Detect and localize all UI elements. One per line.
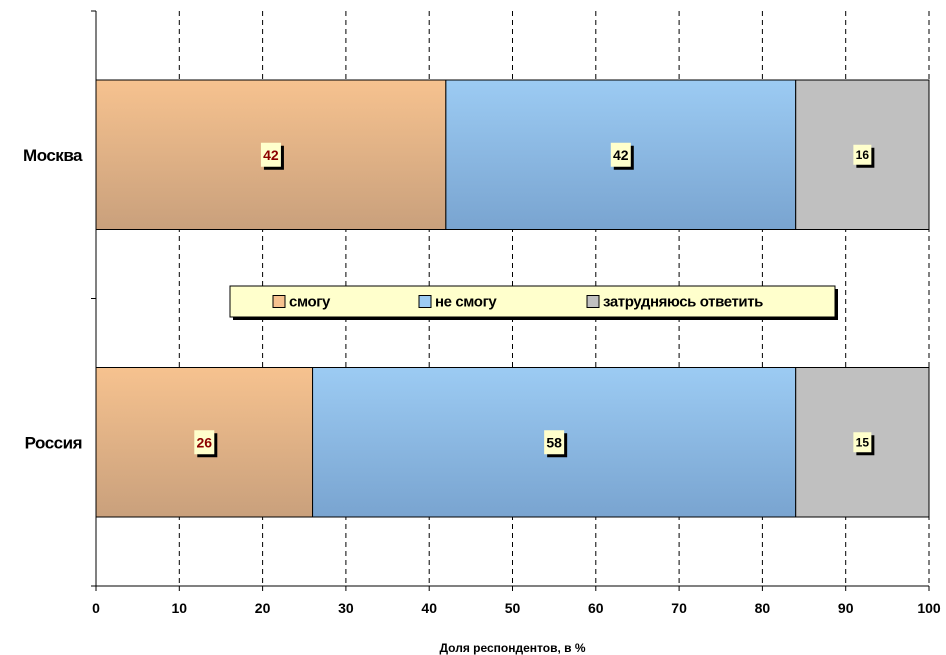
x-tick-label: 80: [755, 600, 771, 616]
x-tick-label: 40: [421, 600, 437, 616]
category-label: Россия: [25, 433, 82, 452]
x-tick-label: 50: [505, 600, 521, 616]
x-tick-label: 100: [917, 600, 941, 616]
x-tick-label: 30: [338, 600, 354, 616]
x-tick-label: 0: [92, 600, 100, 616]
data-label-box: [544, 430, 565, 455]
data-label: 42: [263, 147, 279, 163]
x-tick-label: 70: [671, 600, 687, 616]
data-label-box: [610, 142, 631, 167]
data-label: 58: [546, 434, 562, 450]
data-label-box: [853, 144, 872, 165]
data-label-box: [260, 142, 281, 167]
x-tick-label: 10: [172, 600, 188, 616]
data-label: 16: [856, 148, 870, 162]
data-label: 26: [197, 434, 213, 450]
data-label-box: [194, 430, 215, 455]
category-label: Москва: [23, 146, 83, 165]
legend-label: смогу: [289, 294, 331, 311]
legend-swatch: [586, 295, 600, 308]
x-tick-label: 20: [255, 600, 271, 616]
x-tick-label: 90: [838, 600, 854, 616]
x-tick-label: 60: [588, 600, 604, 616]
x-axis-title: Доля респондентов, в %: [439, 641, 585, 655]
data-label: 42: [613, 147, 629, 163]
data-label-box: [853, 432, 872, 453]
legend-label: не смогу: [435, 294, 497, 311]
legend-label: затрудняюсь ответить: [603, 294, 763, 311]
data-label: 15: [856, 436, 870, 450]
legend-swatch: [418, 295, 432, 308]
legend: [229, 285, 836, 318]
legend-swatch: [272, 295, 286, 308]
